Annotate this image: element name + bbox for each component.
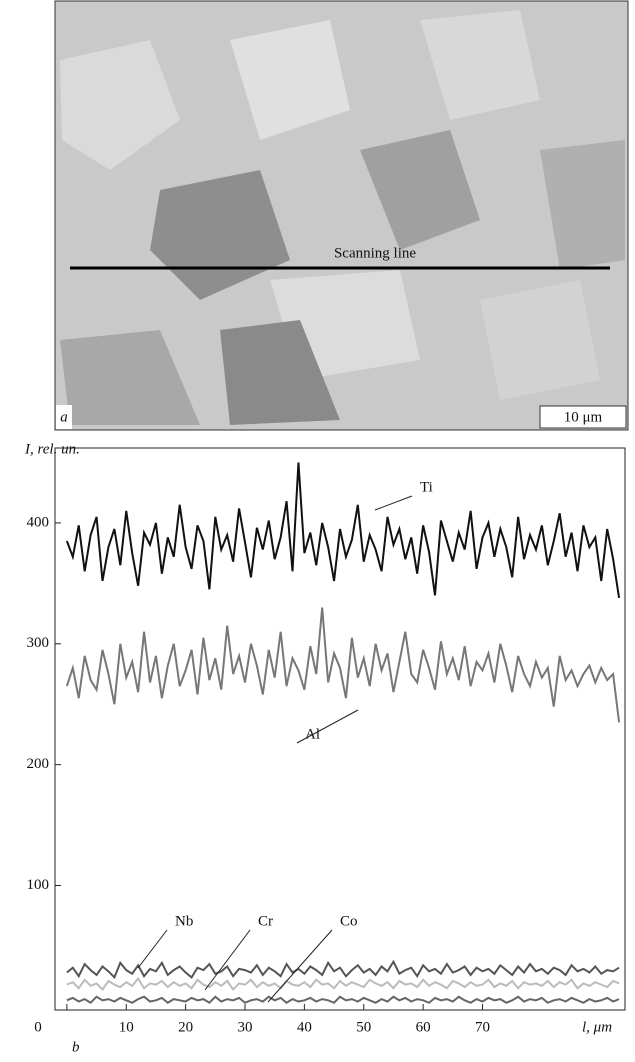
- y-tick-label: 200: [27, 756, 50, 772]
- grain: [230, 20, 350, 140]
- series-line: [65, 607, 621, 723]
- grain: [220, 320, 340, 425]
- series-label: Nb: [175, 913, 193, 929]
- scale-bar: [539, 405, 627, 429]
- grain: [480, 280, 600, 400]
- panel-label: b: [72, 1039, 80, 1055]
- grain: [420, 10, 540, 120]
- y-axis-label: I, rel. un.: [24, 441, 80, 457]
- series-line: [66, 976, 620, 992]
- series-label: Al: [305, 726, 320, 742]
- series-line: [65, 462, 621, 599]
- series-label: Cr: [258, 913, 273, 929]
- grain: [540, 140, 625, 270]
- grain: [360, 130, 480, 250]
- grain: [60, 330, 200, 425]
- series-line: [66, 995, 620, 1005]
- x-tick-label: 40: [297, 1019, 312, 1035]
- x-tick-label: 30: [238, 1019, 253, 1035]
- y-tick-label: 100: [27, 877, 50, 893]
- label-leader: [374, 495, 413, 511]
- label-leader: [204, 929, 251, 991]
- x-tick-label: 70: [475, 1019, 490, 1035]
- x-tick-label: 20: [178, 1019, 193, 1035]
- series-label: Co: [340, 913, 358, 929]
- y-tick-label: 300: [27, 635, 50, 651]
- micrograph: Scanning line a 10 μm: [54, 0, 629, 431]
- x-axis-label: l, μm: [582, 1019, 612, 1035]
- label-leader: [137, 929, 168, 969]
- grain: [60, 40, 180, 170]
- plot-frame: [54, 447, 626, 1011]
- panel-label: a: [60, 409, 68, 425]
- label-leader: [267, 929, 333, 1003]
- panel-label-box: [56, 405, 72, 429]
- label-leader: [296, 709, 359, 744]
- x-tick-label: 0: [34, 1019, 42, 1035]
- scan-label: Scanning line: [334, 245, 416, 261]
- y-tick-label: 400: [27, 514, 50, 530]
- series-label: Ti: [420, 479, 433, 495]
- x-tick-label: 10: [119, 1019, 134, 1035]
- series-line: [66, 959, 620, 980]
- scale-bar-label: 10 μm: [564, 409, 603, 425]
- x-tick-label: 60: [416, 1019, 431, 1035]
- x-tick-label: 50: [356, 1019, 371, 1035]
